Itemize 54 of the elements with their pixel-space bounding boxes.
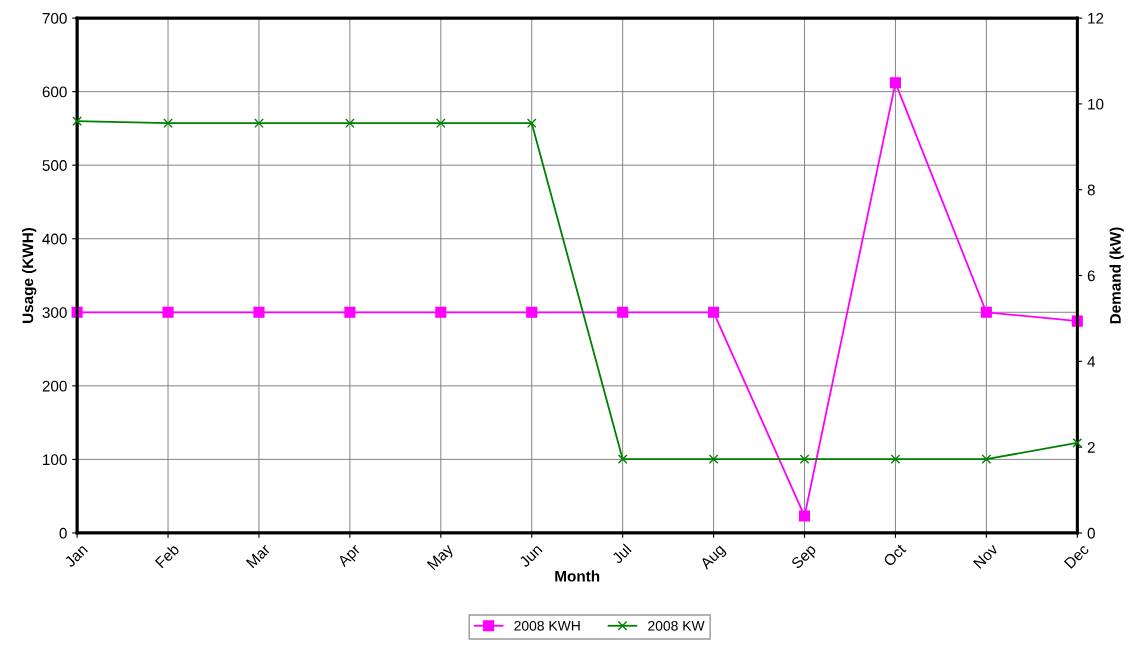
- y-axis-title: Usage (KWH): [22, 227, 37, 323]
- y-tick-label: 600: [42, 86, 67, 98]
- y-tick-label: 0: [59, 527, 67, 539]
- x-tick-label: Sep: [790, 543, 819, 572]
- x-tick-label: Apr: [336, 543, 364, 570]
- legend-label: 2008 KW: [648, 620, 705, 631]
- point: [981, 454, 992, 465]
- point: [345, 118, 355, 129]
- y2-tick-label: 2: [1087, 442, 1095, 453]
- x-tick-label: Jul: [610, 543, 632, 565]
- y2-tick-label: 10: [1088, 98, 1104, 110]
- x-tick-label: Nov: [973, 543, 999, 569]
- y-tick-label: 200: [42, 380, 67, 392]
- x-tick-label: Aug: [699, 543, 728, 572]
- point: [890, 454, 901, 465]
- y-tick-label: 400: [42, 233, 67, 245]
- point: [799, 454, 810, 465]
- x-tick-label: Jan: [63, 543, 89, 568]
- x-tick-label: Oct: [882, 543, 907, 567]
- y2-tick-label: 12: [1088, 12, 1104, 24]
- y-tick-label: 300: [42, 307, 67, 318]
- point: [435, 306, 447, 318]
- y-tick-label: 100: [43, 454, 67, 466]
- point: [254, 118, 264, 129]
- point: [526, 118, 537, 129]
- x-tick-label: Dec: [1063, 543, 1090, 569]
- y2-tick-label: 4: [1087, 356, 1096, 367]
- point: [708, 454, 719, 465]
- y2-tick-label: 6: [1087, 270, 1095, 282]
- x-tick-label: Feb: [154, 543, 180, 569]
- point: [617, 454, 628, 465]
- y-tick-label: 700: [42, 12, 67, 24]
- point: [526, 306, 538, 318]
- point: [72, 116, 82, 126]
- point: [253, 306, 265, 318]
- x-tick-label: Jun: [518, 543, 543, 568]
- x-tick-label: Mar: [245, 543, 271, 569]
- y-tick-label: 500: [42, 160, 67, 171]
- point: [980, 306, 992, 318]
- x-axis-title: Month: [555, 570, 600, 582]
- y2-tick-label: 8: [1087, 184, 1095, 196]
- point: [1072, 437, 1083, 448]
- point: [344, 306, 356, 318]
- y2-axis-title: Demand (kW): [1109, 227, 1124, 324]
- point: [889, 77, 902, 89]
- point: [162, 306, 174, 318]
- y2-tick-label: 0: [1087, 527, 1095, 539]
- legend-label: 2008 KWH: [514, 620, 580, 631]
- point: [163, 118, 173, 129]
- point: [798, 510, 811, 522]
- x-tick-label: May: [426, 543, 457, 573]
- point: [708, 306, 720, 318]
- point: [617, 306, 629, 318]
- point: [435, 118, 446, 129]
